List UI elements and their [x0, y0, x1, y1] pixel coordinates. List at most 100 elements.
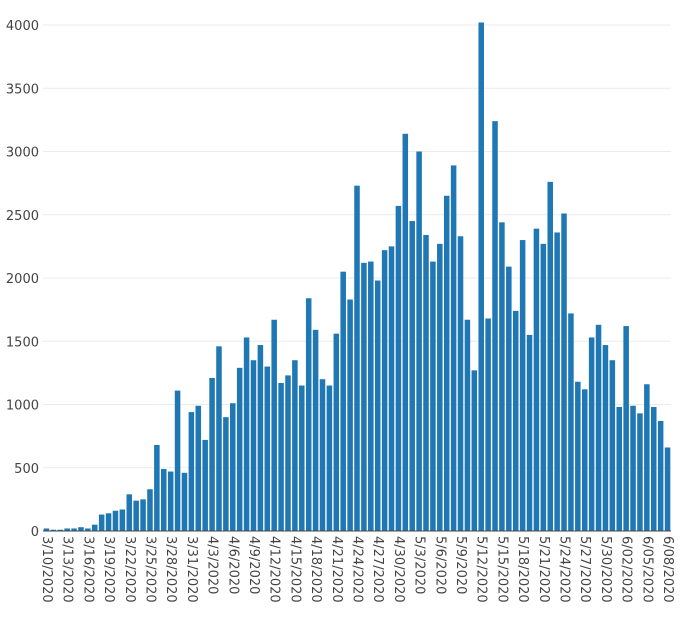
bar-3/19/2020	[105, 513, 112, 531]
bar-5/21/2020	[540, 243, 547, 531]
x-tick-label-4/12/2020: 4/12/2020	[267, 536, 282, 603]
bar-3/27/2020	[161, 469, 167, 531]
bar-6/05/2020	[644, 384, 650, 531]
bar-4/11/2020	[264, 366, 271, 531]
bars	[43, 22, 671, 532]
x-tick-label-5/18/2020: 5/18/2020	[515, 536, 530, 603]
bar-5/12/2020	[478, 22, 484, 531]
x-tick-label-6/05/2020: 6/05/2020	[639, 536, 654, 603]
bar-3/21/2020	[119, 509, 126, 531]
bar-4/9/2020	[250, 360, 257, 531]
bar-3/25/2020	[147, 489, 153, 531]
bar-4/3/2020	[209, 377, 215, 531]
bar-5/18/2020	[519, 240, 526, 532]
bar-3/15/2020	[78, 527, 84, 531]
bar-5/23/2020	[554, 232, 560, 531]
x-tick-label-4/27/2020: 4/27/2020	[370, 536, 385, 603]
x-tick-label-3/13/2020: 3/13/2020	[60, 536, 75, 603]
bar-4/6/2020	[230, 403, 236, 531]
y-tick-label-3500: 3500	[6, 82, 39, 97]
bar-5/19/2020	[526, 334, 533, 531]
bar-5/22/2020	[547, 181, 553, 532]
bar-6/02/2020	[623, 326, 629, 531]
x-tick-label-4/15/2020: 4/15/2020	[287, 536, 302, 603]
bar-3/13/2020	[64, 528, 70, 531]
bar-3/11/2020	[50, 529, 57, 531]
bar-3/31/2020	[188, 412, 195, 531]
x-tick-label-5/21/2020: 5/21/2020	[536, 536, 551, 603]
x-tick-label-5/30/2020: 5/30/2020	[598, 536, 613, 603]
bar-3/12/2020	[57, 529, 64, 531]
x-tick-label-3/28/2020: 3/28/2020	[163, 536, 178, 603]
bar-3/17/2020	[91, 524, 98, 531]
bar-5/15/2020	[499, 222, 505, 531]
bar-5/8/2020	[450, 165, 457, 532]
x-tick-label-5/3/2020: 5/3/2020	[412, 536, 427, 594]
bar-4/19/2020	[319, 379, 326, 531]
bar-5/31/2020	[609, 360, 616, 531]
x-tick-label-4/30/2020: 4/30/2020	[391, 536, 406, 603]
x-tick-label-4/3/2020: 4/3/2020	[205, 536, 220, 594]
x-tick-label-5/6/2020: 5/6/2020	[432, 536, 447, 594]
bar-4/27/2020	[374, 280, 381, 531]
bar-4/17/2020	[305, 298, 312, 531]
bar-3/24/2020	[140, 499, 146, 531]
bar-3/10/2020	[43, 528, 50, 531]
bar-3/30/2020	[181, 472, 188, 531]
x-tick-label-4/21/2020: 4/21/2020	[329, 536, 344, 603]
bar-4/16/2020	[299, 385, 305, 531]
bar-4/4/2020	[216, 346, 222, 531]
bar-3/16/2020	[85, 528, 91, 531]
bar-6/01/2020	[616, 407, 623, 531]
bar-6/06/2020	[650, 407, 657, 531]
x-tick-label-5/12/2020: 5/12/2020	[474, 536, 489, 603]
bar-4/2/2020	[202, 439, 208, 531]
x-tick-label-3/10/2020: 3/10/2020	[39, 536, 54, 603]
x-tick-label-3/31/2020: 3/31/2020	[184, 536, 199, 603]
bar-4/25/2020	[361, 262, 367, 531]
bar-4/22/2020	[340, 271, 346, 531]
bar-4/23/2020	[347, 299, 353, 531]
bar-3/26/2020	[154, 444, 160, 531]
bar-5/26/2020	[575, 381, 581, 531]
x-tick-label-4/18/2020: 4/18/2020	[308, 536, 323, 603]
y-tick-label-0: 0	[31, 525, 39, 540]
x-tick-label-3/16/2020: 3/16/2020	[80, 536, 95, 603]
bar-3/29/2020	[174, 390, 181, 531]
bar-4/21/2020	[333, 333, 340, 531]
bar-3/28/2020	[167, 471, 174, 531]
bar-5/17/2020	[512, 310, 519, 531]
bar-6/08/2020	[664, 447, 671, 531]
bar-5/4/2020	[423, 234, 429, 532]
bar-5/13/2020	[485, 318, 491, 531]
x-tick-label-3/22/2020: 3/22/2020	[122, 536, 137, 603]
bar-5/28/2020	[588, 337, 595, 531]
bar-5/30/2020	[602, 345, 609, 531]
bar-4/13/2020	[278, 382, 284, 531]
bar-4/18/2020	[312, 329, 319, 531]
bar-5/10/2020	[464, 319, 471, 531]
x-tick-label-5/24/2020: 5/24/2020	[557, 536, 572, 603]
bar-3/18/2020	[98, 514, 105, 531]
bar-6/03/2020	[630, 405, 636, 531]
bar-5/11/2020	[471, 370, 478, 531]
bar-4/5/2020	[223, 417, 229, 531]
bar-4/24/2020	[354, 185, 360, 531]
bar-5/14/2020	[492, 121, 498, 531]
bar-4/8/2020	[243, 337, 250, 531]
bar-5/5/2020	[430, 261, 436, 531]
bar-5/7/2020	[443, 195, 450, 531]
bar-5/20/2020	[533, 228, 540, 532]
y-tick-label-1500: 1500	[6, 335, 39, 350]
x-tick-label-4/9/2020: 4/9/2020	[246, 536, 261, 594]
y-tick-label-3000: 3000	[6, 146, 39, 161]
y-tick-label-2000: 2000	[6, 272, 39, 287]
y-tick-label-4000: 4000	[6, 19, 39, 34]
bar-5/27/2020	[581, 389, 588, 531]
bar-5/2/2020	[409, 221, 415, 531]
x-tick-label-3/25/2020: 3/25/2020	[142, 536, 157, 603]
bar-4/26/2020	[368, 261, 374, 531]
y-tick-label-2500: 2500	[6, 209, 39, 224]
bar-5/1/2020	[402, 133, 409, 532]
bar-4/12/2020	[271, 319, 277, 531]
